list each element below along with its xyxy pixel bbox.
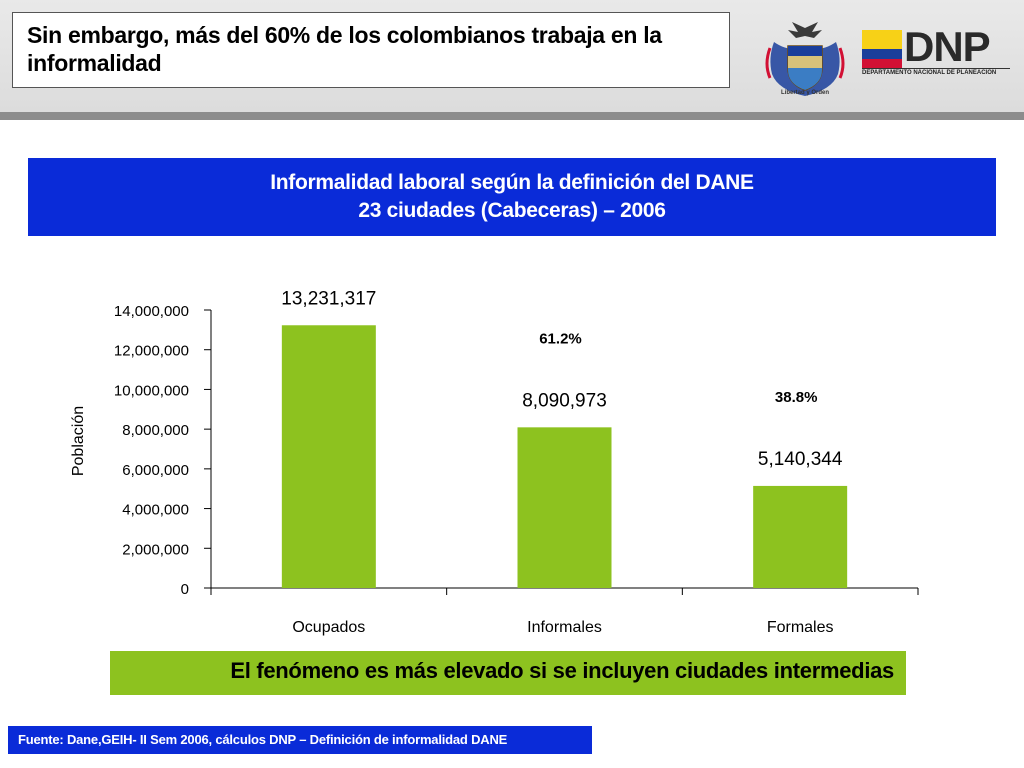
y-tick-label: 4,000,000 [122,502,189,519]
percentage-annotation: 38.8% [775,389,818,406]
bar-informales [517,427,612,588]
y-tick-label: 8,000,000 [122,422,189,439]
y-tick-label: 14,000,000 [114,303,189,320]
percentage-annotation: 61.2% [539,330,582,347]
x-tick-label: Informales [527,619,602,636]
bar-formales [753,485,848,588]
source-box: Fuente: Dane,GEIH- II Sem 2006, cálculos… [8,726,592,754]
bar-ocupados [281,325,376,588]
x-tick-label: Ocupados [292,619,365,636]
colombia-flag-icon [862,30,902,68]
y-tick-label: 6,000,000 [122,462,189,479]
chart-title-box: Informalidad laboral según la definición… [28,158,996,236]
chart-title-line2: 23 ciudades (Cabeceras) – 2006 [358,199,666,222]
y-tick-label: 10,000,000 [114,382,189,399]
bar-chart: 0 2,000,000 4,000,000 6,000,000 8,000,000 10,… [70,288,919,636]
x-tick-label: Formales [767,619,834,636]
y-tick-label: 0 [181,581,189,598]
chart-title-line1: Informalidad laboral según la definición… [270,171,754,194]
y-tick-label: 2,000,000 [122,541,189,558]
header-rule [0,112,1024,120]
bar-value-label: 13,231,317 [281,288,376,309]
slide-title-box: Sin embargo, más del 60% de los colombia… [12,12,730,88]
source-text: Fuente: Dane,GEIH- II Sem 2006, cálculos… [18,732,508,747]
coat-of-arms-icon [765,22,845,96]
bar-value-label: 8,090,973 [522,390,607,411]
dnp-logo-text: DNP [904,23,991,70]
note-box: El fenómeno es más elevado si se incluye… [110,651,906,695]
slide-title: Sin embargo, más del 60% de los colombia… [27,22,662,76]
dnp-logo-subtitle: DEPARTAMENTO NACIONAL DE PLANEACIÓN [862,68,1010,76]
bar-value-label: 5,140,344 [758,449,843,470]
y-tick-label: 12,000,000 [114,343,189,360]
note-text: El fenómeno es más elevado si se incluye… [230,658,894,683]
y-axis-title: Población [70,406,87,476]
seal-caption: Libertad y Orden [780,90,829,96]
